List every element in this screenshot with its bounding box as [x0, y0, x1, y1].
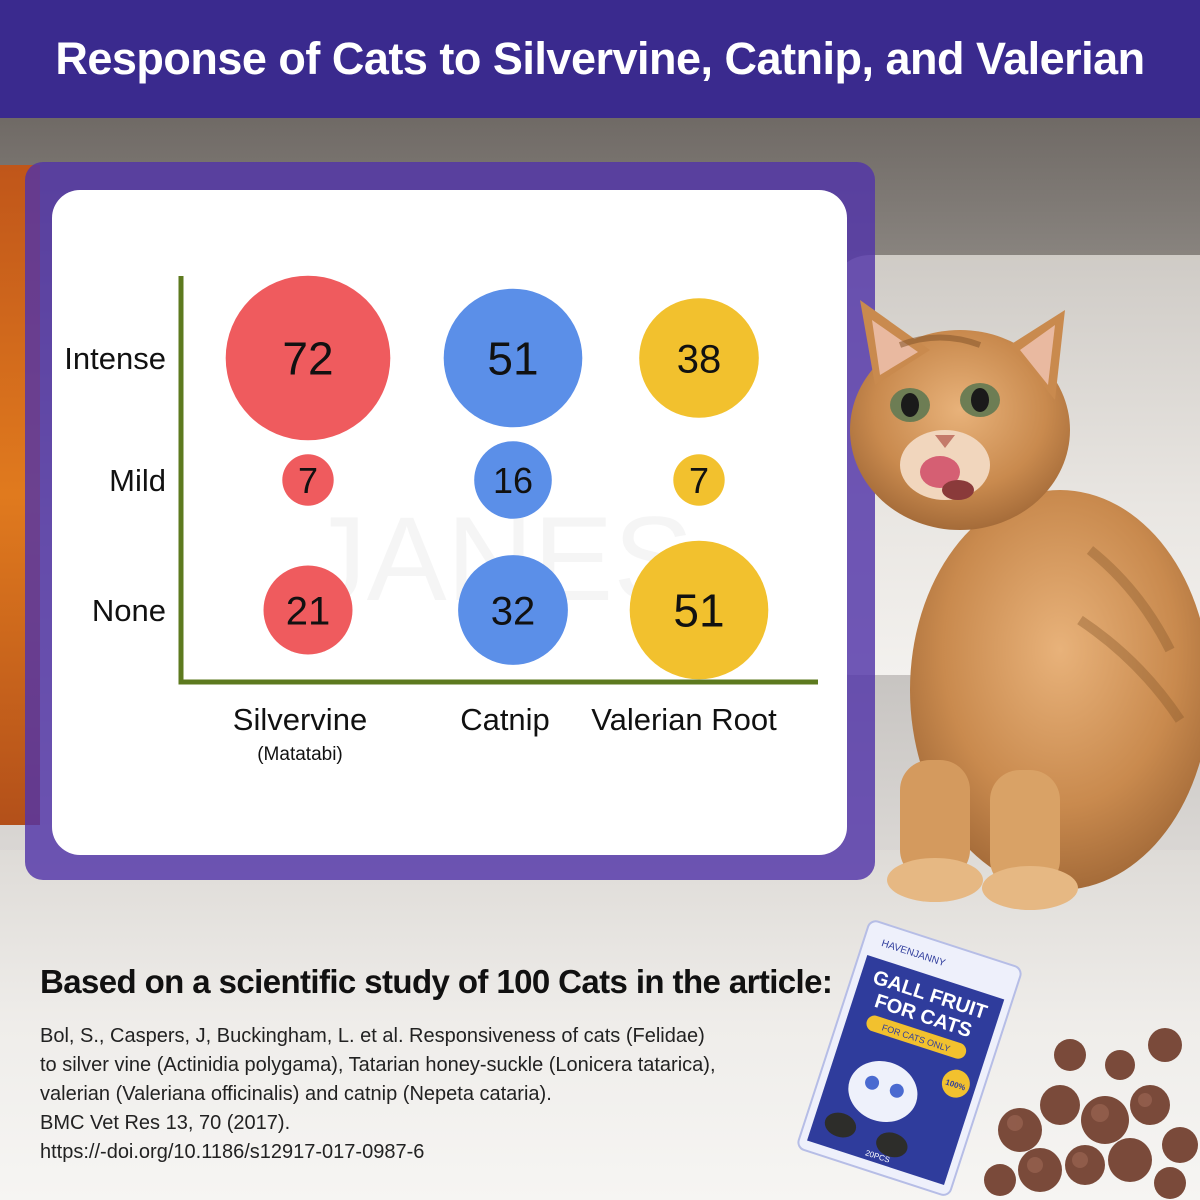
bubble-value-label: 21: [286, 589, 331, 633]
bubble: [639, 298, 759, 418]
bubble: [673, 454, 725, 506]
citation-line: BMC Vet Res 13, 70 (2017).: [40, 1112, 291, 1134]
axis-lines: [178, 276, 818, 685]
bubble: [629, 540, 769, 680]
y-tick-label: Mild: [109, 463, 166, 498]
citation-line: valerian (Valeriana officinalis) and cat…: [40, 1083, 552, 1105]
bubble-value-label: 7: [298, 460, 318, 501]
bubble-value-label: 32: [491, 589, 536, 633]
y-tick-label: Intense: [64, 341, 166, 376]
x-tick-label: Catnip: [460, 702, 550, 737]
bubble-value-label: 7: [689, 460, 709, 501]
bubble-value-label: 72: [282, 333, 333, 385]
bubble-value-label: 51: [673, 585, 724, 637]
x-tick-label: Valerian Root: [591, 702, 777, 737]
chart-axes: [178, 276, 818, 685]
product-image: HAVENJANNY GALL FRUIT FOR CATS FOR CATS …: [797, 920, 1198, 1199]
bubble: [282, 454, 334, 506]
citation-line: Bol, S., Caspers, J, Buckingham, L. et a…: [40, 1025, 705, 1047]
bubble: [263, 565, 353, 655]
bubble: [474, 441, 552, 519]
x-tick-label: Silvervine: [233, 702, 367, 737]
bubble: [443, 288, 583, 428]
bubble: [225, 275, 391, 441]
bubble-value-label: 16: [493, 460, 533, 501]
x-tick-sublabel: (Matatabi): [257, 744, 343, 765]
title-banner: Response of Cats to Silvervine, Catnip, …: [0, 0, 1200, 118]
chart-labels: Intense Mild None Silvervine (Matatabi) Catni…: [64, 341, 777, 765]
bubble-value-label: 51: [487, 333, 538, 385]
citation-link[interactable]: https://-doi.org/10.1186/s12917-017-0987…: [40, 1141, 425, 1163]
cat-illustration: [850, 300, 1200, 910]
bubble-value-label: 38: [677, 337, 722, 381]
y-tick-label: None: [92, 593, 166, 628]
chart-bubbles: 72 7 21 51 16 32 38 7 51: [225, 275, 769, 680]
study-heading: Based on a scientific study of 100 Cats …: [40, 963, 833, 1000]
citation: Bol, S., Caspers, J, Buckingham, L. et a…: [40, 1022, 780, 1167]
citation-line: to silver vine (Actinidia polygama), Tat…: [40, 1054, 716, 1076]
bubble: [458, 555, 568, 665]
page-title: Response of Cats to Silvervine, Catnip, …: [55, 33, 1145, 84]
